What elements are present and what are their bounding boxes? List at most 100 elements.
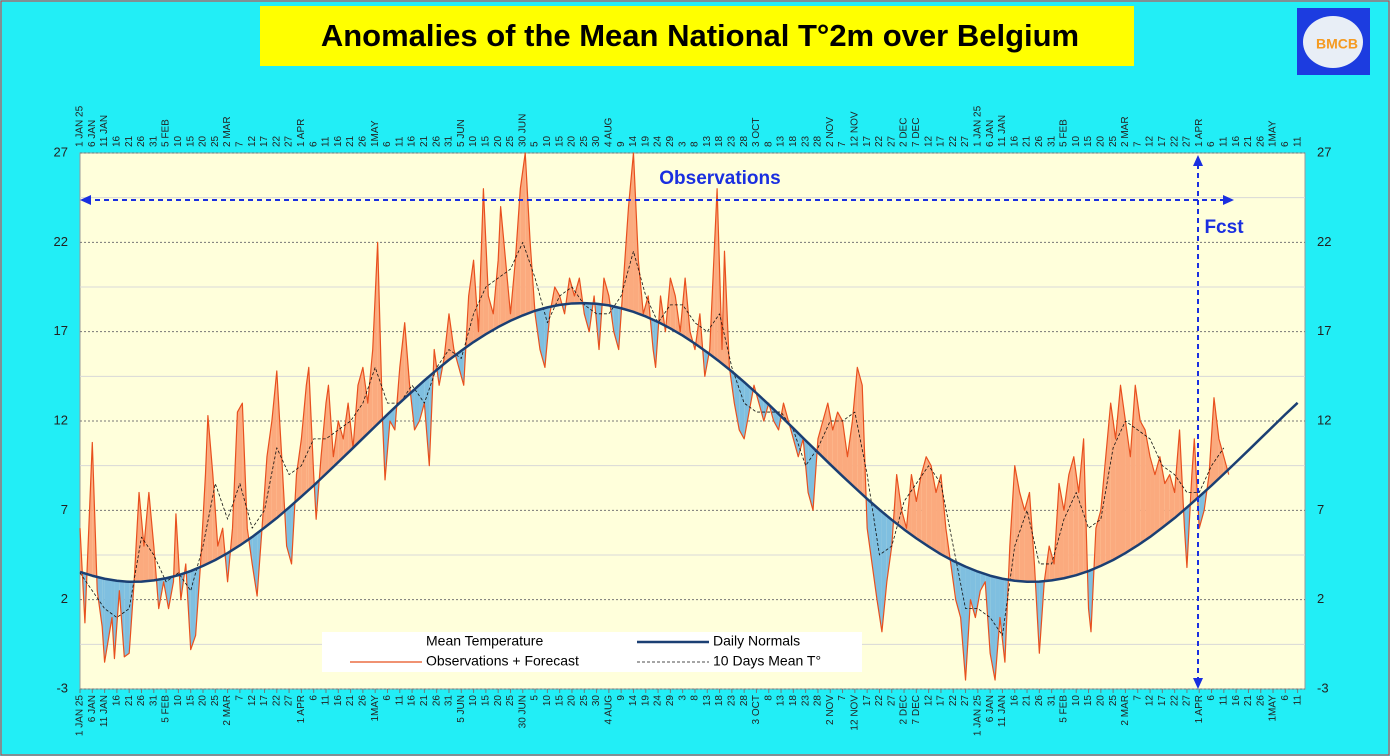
x-tick-label: 31 bbox=[444, 135, 455, 147]
anomaly-fill bbox=[1100, 456, 1106, 566]
anomaly-fill bbox=[1063, 474, 1069, 579]
x-tick-label: 10 bbox=[173, 695, 184, 707]
x-tick-label: 7 bbox=[235, 141, 246, 147]
anomaly-fill bbox=[301, 385, 307, 497]
annotation: Fcst bbox=[1204, 217, 1244, 238]
x-tick-label: 7 bbox=[837, 695, 848, 701]
anomaly-fill bbox=[207, 415, 213, 564]
anomaly-fill bbox=[414, 384, 420, 430]
anomaly-fill bbox=[237, 403, 243, 547]
x-tick-label: 16 bbox=[112, 695, 123, 707]
title-box bbox=[260, 6, 1134, 66]
x-tick-label: 16 bbox=[1009, 695, 1020, 707]
anomaly-fill bbox=[960, 564, 966, 681]
x-tick-label: 12 bbox=[923, 695, 934, 707]
anomaly-fill bbox=[872, 503, 877, 600]
annotation: Observations bbox=[659, 168, 780, 189]
x-tick-label: 3 OCT bbox=[751, 118, 762, 147]
x-tick-label: 27 bbox=[284, 695, 295, 707]
y-tick-label: 12 bbox=[54, 412, 68, 427]
x-tick-label: 16 bbox=[333, 135, 344, 147]
x-tick-label: 21 bbox=[419, 135, 430, 147]
x-tick-label: 26 bbox=[1034, 695, 1045, 707]
anomaly-fill bbox=[389, 407, 395, 430]
x-tick-label: 10 bbox=[468, 695, 479, 707]
x-tick-label: 1 APR bbox=[296, 119, 307, 147]
anomaly-fill bbox=[1164, 474, 1170, 526]
x-tick-label: 8 bbox=[690, 141, 701, 147]
x-tick-label: 21 bbox=[345, 695, 356, 707]
x-tick-label: 5 JUN bbox=[456, 119, 467, 147]
anomaly-fill bbox=[603, 278, 609, 306]
x-tick-label: 27 bbox=[1182, 135, 1193, 147]
x-tick-label: 28 bbox=[813, 695, 824, 707]
anomaly-fill bbox=[1145, 429, 1151, 541]
anomaly-fill bbox=[458, 349, 464, 386]
x-tick-label: 15 bbox=[185, 695, 196, 707]
anomaly-fill bbox=[362, 367, 368, 439]
x-tick-label: 5 JUN bbox=[456, 695, 467, 723]
x-tick-label: 30 bbox=[591, 135, 602, 147]
anomaly-fill bbox=[217, 528, 223, 559]
x-tick-label: 10 bbox=[542, 135, 553, 147]
anomaly-fill bbox=[881, 511, 887, 632]
anomaly-fill bbox=[734, 373, 740, 430]
x-tick-label: 30 JUN bbox=[517, 114, 528, 147]
x-tick-label: 11 bbox=[394, 136, 405, 147]
anomaly-fill bbox=[500, 206, 506, 326]
x-tick-label: 16 bbox=[407, 135, 418, 147]
x-tick-label: 17 bbox=[259, 135, 270, 147]
x-tick-label: 26 bbox=[136, 135, 147, 147]
x-tick-label: 28 bbox=[813, 135, 824, 147]
y-tick-label: 2 bbox=[61, 591, 68, 606]
x-tick-label: 4 AUG bbox=[604, 695, 615, 725]
x-tick-label: 13 bbox=[702, 135, 713, 147]
y-tick-label: 7 bbox=[1317, 502, 1324, 517]
x-tick-label: 22 bbox=[874, 695, 885, 707]
x-tick-label: 11 JAN bbox=[997, 695, 1008, 727]
x-tick-label: 12 NOV bbox=[849, 695, 860, 731]
anomaly-fill bbox=[1019, 492, 1025, 582]
x-tick-label: 1 APR bbox=[1194, 695, 1205, 723]
anomaly-fill bbox=[936, 474, 941, 555]
anomaly-fill bbox=[916, 474, 922, 542]
x-tick-label: 5 bbox=[530, 141, 541, 147]
anomaly-fill bbox=[1140, 421, 1146, 544]
x-tick-label: 27 bbox=[960, 695, 971, 707]
anomaly-fill bbox=[584, 303, 590, 332]
x-tick-label: 2 MAR bbox=[222, 695, 233, 726]
x-tick-label: 22 bbox=[271, 695, 282, 707]
x-tick-label: 25 bbox=[1108, 135, 1119, 147]
series-line bbox=[79, 152, 1230, 681]
x-tick-label: 23 bbox=[726, 695, 737, 707]
legend-label: Daily Normals bbox=[713, 633, 800, 649]
x-tick-label: 2 MAR bbox=[1120, 695, 1131, 726]
x-tick-label: 18 bbox=[788, 135, 799, 147]
x-tick-label: 25 bbox=[1108, 695, 1119, 707]
x-tick-label: 8 bbox=[763, 695, 774, 701]
x-tick-label: 25 bbox=[210, 695, 221, 707]
x-tick-label: 11 bbox=[1292, 695, 1303, 706]
x-tick-label: 8 bbox=[690, 695, 701, 701]
y-tick-label: 17 bbox=[1317, 323, 1331, 338]
anomaly-fill bbox=[1024, 492, 1030, 582]
series-line bbox=[79, 301, 1299, 584]
x-tick-label: 23 bbox=[800, 135, 811, 147]
anomaly-fill bbox=[940, 474, 946, 557]
x-tick-label: 12 bbox=[247, 695, 258, 707]
anomaly-fill bbox=[1125, 421, 1131, 554]
anomaly-fill bbox=[990, 575, 996, 681]
x-tick-label: 2 NOV bbox=[825, 117, 836, 147]
x-tick-label: 20 bbox=[567, 695, 578, 707]
anomaly-fill bbox=[628, 153, 634, 312]
x-tick-label: 18 bbox=[788, 695, 799, 707]
x-tick-label: 20 bbox=[198, 695, 209, 707]
anomaly-fill bbox=[143, 492, 149, 582]
x-tick-label: 5 FEB bbox=[1059, 695, 1070, 723]
x-tick-label: 25 bbox=[505, 695, 516, 707]
x-tick-label: 7 bbox=[837, 141, 848, 147]
x-tick-label: 17 bbox=[862, 135, 873, 147]
legend: Mean Temperature Observations + Forecast D… bbox=[322, 632, 862, 672]
